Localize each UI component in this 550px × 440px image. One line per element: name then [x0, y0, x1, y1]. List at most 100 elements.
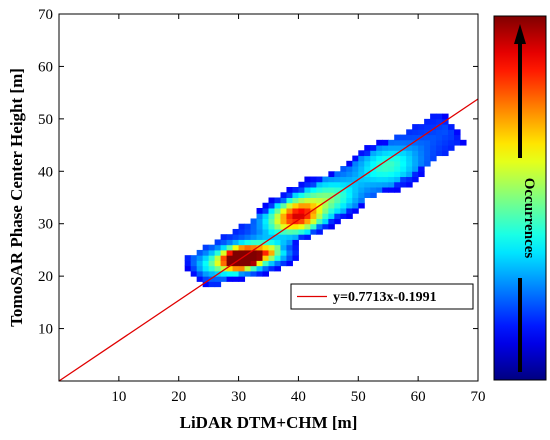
heatmap-cell: [436, 145, 443, 151]
heatmap-cell: [250, 255, 258, 261]
heatmap-cell: [286, 213, 293, 219]
heatmap-cell: [346, 181, 353, 188]
heatmap-cell: [412, 129, 419, 136]
heatmap-cell: [328, 218, 335, 225]
heatmap-cell: [208, 276, 216, 282]
heatmap-cell: [448, 129, 455, 136]
heatmap-cell: [304, 176, 311, 183]
heatmap-cell: [292, 207, 299, 214]
heatmap-cell: [364, 150, 371, 157]
heatmap-cell: [268, 207, 275, 214]
heatmap-cell: [244, 265, 252, 272]
heatmap-cell: [310, 197, 317, 204]
x-tick-label: 50: [351, 389, 366, 405]
heatmap-cell: [238, 249, 246, 256]
heatmap-cell: [334, 207, 341, 214]
heatmap-cell: [310, 218, 317, 225]
heatmap-cell: [340, 202, 347, 209]
heatmap-cell: [418, 139, 425, 146]
heatmap-cell: [352, 160, 359, 167]
heatmap-cell: [400, 171, 407, 178]
heatmap-cell: [322, 176, 329, 183]
heatmap-cell: [394, 155, 401, 162]
heatmap-cell: [346, 160, 353, 167]
heatmap-cell: [280, 249, 287, 256]
heatmap-cell: [376, 145, 383, 151]
heatmap-cell: [424, 139, 431, 146]
heatmap-cell: [316, 228, 323, 235]
heatmap-cell: [292, 249, 299, 256]
heatmap-cell: [244, 223, 252, 230]
heatmap-cell: [268, 249, 275, 256]
heatmap-cell: [376, 139, 383, 146]
y-axis-ticks: 10 20 30 40 50 60 70: [38, 7, 478, 338]
heatmap-cell: [232, 228, 240, 235]
heatmap-cell: [388, 166, 395, 172]
heatmap-cell: [436, 113, 443, 120]
heatmap-cell: [436, 139, 443, 146]
heatmap-cell: [298, 207, 305, 214]
heatmap-cell: [382, 181, 389, 188]
heatmap-cell: [286, 255, 293, 261]
heatmap-cell: [280, 192, 287, 198]
heatmap-cell: [262, 213, 269, 219]
heatmap-cell: [352, 176, 359, 183]
heatmap-cell: [430, 150, 437, 157]
heatmap-cell: [214, 265, 222, 272]
heatmap-cell: [250, 228, 258, 235]
heatmap-cell: [436, 129, 443, 136]
heatmap-cell: [310, 213, 317, 219]
heatmap-cell: [424, 150, 431, 157]
heatmap-cell: [328, 207, 335, 214]
heatmap-cell: [322, 213, 329, 219]
heatmap-cell: [256, 207, 264, 214]
heatmap-cell: [316, 181, 323, 188]
heatmap-cell: [448, 134, 455, 141]
heatmap-cell: [244, 270, 252, 277]
y-tick-label: 60: [38, 59, 53, 75]
heatmap-cell: [304, 213, 311, 219]
heatmap-cell: [190, 255, 198, 261]
heatmap-cell: [226, 239, 234, 246]
heatmap-cell: [412, 155, 419, 162]
heatmap-cell: [250, 234, 258, 240]
heatmap-cell: [274, 244, 281, 251]
heatmap-cell: [232, 276, 240, 282]
heatmap-cell: [334, 181, 341, 188]
heatmap-cell: [376, 155, 383, 162]
heatmap-cell: [352, 202, 359, 209]
heatmap-cell: [406, 150, 413, 157]
heatmap-cell: [376, 150, 383, 157]
heatmap-cell: [256, 213, 264, 219]
heatmap-cell: [364, 145, 371, 151]
heatmap-cell: [316, 187, 323, 193]
heatmap-cell: [274, 207, 281, 214]
heatmap-cell: [442, 113, 449, 120]
heatmap-cell: [220, 270, 228, 277]
heatmap-cell: [418, 160, 425, 167]
heatmap-cell: [220, 249, 228, 256]
heatmap-cell: [418, 129, 425, 136]
heatmap-cell: [346, 171, 353, 178]
heatmap-cell: [298, 197, 305, 204]
heatmap-cell: [448, 124, 455, 130]
heatmap-cell: [394, 171, 401, 178]
heatmap-cell: [400, 155, 407, 162]
heatmap-cell: [346, 192, 353, 198]
heatmap-cell: [202, 276, 210, 282]
heatmap-cell: [364, 166, 371, 172]
y-tick-label: 70: [38, 7, 53, 23]
x-tick-label: 40: [291, 389, 306, 405]
heatmap-cell: [310, 181, 317, 188]
heatmap-cell: [292, 244, 299, 251]
heatmap-cell: [214, 281, 222, 288]
heatmap-cell: [226, 265, 234, 272]
y-tick-label: 50: [38, 112, 53, 128]
heatmap-cell: [316, 192, 323, 198]
y-tick-label: 20: [38, 269, 53, 285]
heatmap-cell: [280, 218, 287, 225]
y-tick-label: 30: [38, 217, 53, 233]
x-axis-label: LiDAR DTM+CHM [m]: [180, 413, 358, 432]
heatmap-cell: [292, 228, 299, 235]
heatmap-cell: [316, 207, 323, 214]
